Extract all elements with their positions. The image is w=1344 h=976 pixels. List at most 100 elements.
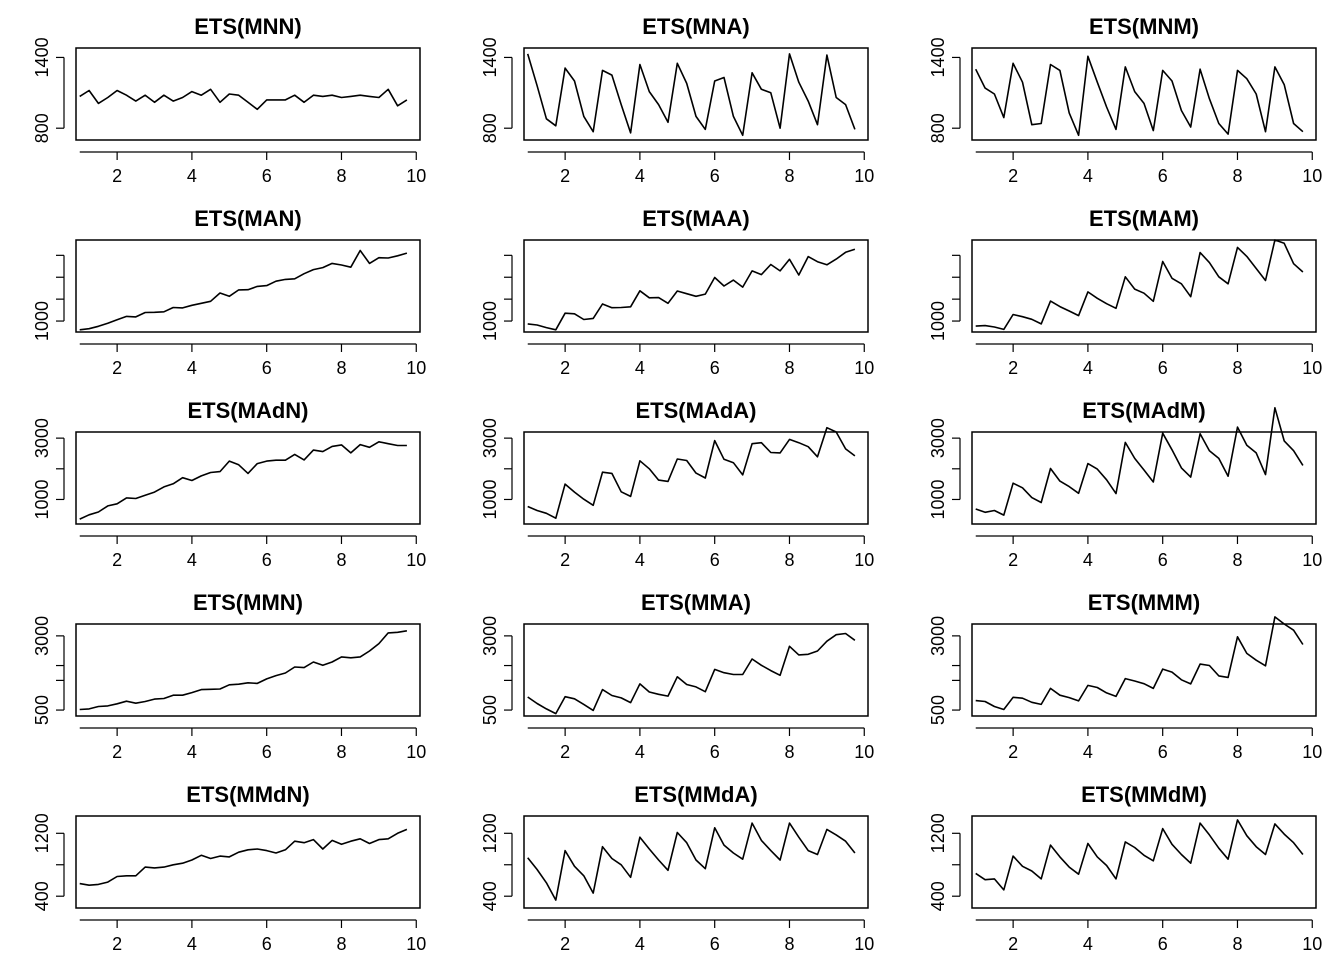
x-tick-label: 8 bbox=[784, 742, 794, 762]
x-tick-label: 4 bbox=[187, 742, 197, 762]
y-tick-label: 500 bbox=[928, 695, 948, 725]
chart-title: ETS(MMN) bbox=[193, 590, 303, 615]
x-tick-label: 10 bbox=[406, 742, 426, 762]
x-tick-label: 10 bbox=[1302, 358, 1322, 378]
plot-frame bbox=[971, 431, 1317, 525]
x-tick-label: 4 bbox=[1083, 550, 1093, 570]
plot-frame bbox=[75, 815, 421, 909]
y-tick-label: 1400 bbox=[32, 37, 52, 77]
x-tick-label: 2 bbox=[560, 358, 570, 378]
chart-svg: ETS(MMdA) 2 4 6 8 10 400 1200 bbox=[480, 782, 874, 954]
chart-svg: ETS(MNM) 2 4 6 8 10 800 1400 bbox=[928, 14, 1322, 186]
y-tick-label: 1000 bbox=[480, 301, 500, 341]
x-tick-label: 8 bbox=[336, 550, 346, 570]
y-tick-label: 800 bbox=[928, 113, 948, 143]
x-tick-label: 6 bbox=[262, 934, 272, 954]
chart-title: ETS(MNM) bbox=[1089, 14, 1199, 39]
y-tick-label: 1200 bbox=[480, 813, 500, 853]
series-line bbox=[974, 55, 1304, 137]
y-tick-label: 1400 bbox=[928, 37, 948, 77]
x-tick-label: 10 bbox=[854, 358, 874, 378]
x-tick-label: 10 bbox=[406, 550, 426, 570]
x-tick-label: 4 bbox=[635, 358, 645, 378]
x-tick-label: 8 bbox=[1232, 934, 1242, 954]
chart-svg: ETS(MAdM) 2 4 6 8 10 1000 3000 bbox=[928, 398, 1322, 570]
chart-panel: ETS(MMM) 2 4 6 8 10 500 3000 bbox=[902, 582, 1336, 784]
y-tick-label: 3000 bbox=[928, 616, 948, 656]
x-tick-label: 2 bbox=[112, 358, 122, 378]
chart-svg: ETS(MAM) 2 4 6 8 10 1000 bbox=[928, 206, 1322, 378]
chart-title: ETS(MAdA) bbox=[636, 398, 757, 423]
x-tick-label: 8 bbox=[336, 358, 346, 378]
chart-panel: ETS(MAN) 2 4 6 8 10 1000 bbox=[6, 198, 440, 400]
series-line bbox=[79, 828, 408, 886]
chart-svg: ETS(MMM) 2 4 6 8 10 500 3000 bbox=[928, 590, 1322, 762]
series-line bbox=[79, 630, 408, 711]
x-tick-label: 6 bbox=[262, 166, 272, 186]
chart-svg: ETS(MAdA) 2 4 6 8 10 1000 3000 bbox=[480, 398, 874, 570]
chart-title: ETS(MMdN) bbox=[186, 782, 309, 807]
plot-frame bbox=[75, 431, 421, 525]
y-tick-label: 1000 bbox=[928, 479, 948, 519]
x-tick-label: 10 bbox=[1302, 934, 1322, 954]
plot-frame bbox=[971, 47, 1317, 141]
x-tick-label: 6 bbox=[1158, 166, 1168, 186]
x-tick-label: 8 bbox=[336, 934, 346, 954]
y-tick-label: 1000 bbox=[32, 479, 52, 519]
y-tick-label: 400 bbox=[32, 881, 52, 911]
x-tick-label: 2 bbox=[560, 550, 570, 570]
y-tick-label: 400 bbox=[928, 881, 948, 911]
series-line bbox=[975, 239, 1304, 331]
chart-title: ETS(MMdA) bbox=[634, 782, 757, 807]
chart-panel: ETS(MAA) 2 4 6 8 10 1000 bbox=[454, 198, 888, 400]
x-tick-label: 2 bbox=[112, 166, 122, 186]
x-tick-label: 4 bbox=[187, 550, 197, 570]
x-tick-label: 8 bbox=[336, 742, 346, 762]
series-line bbox=[975, 819, 1304, 891]
chart-title: ETS(MAN) bbox=[194, 206, 302, 231]
chart-panel: ETS(MMdN) 2 4 6 8 10 400 1200 bbox=[6, 774, 440, 976]
chart-panel: ETS(MAdN) 2 4 6 8 10 1000 3000 bbox=[6, 390, 440, 592]
x-tick-label: 2 bbox=[112, 550, 122, 570]
y-tick-label: 800 bbox=[32, 113, 52, 143]
chart-panel: ETS(MNM) 2 4 6 8 10 800 1400 bbox=[902, 6, 1336, 208]
x-tick-label: 8 bbox=[784, 550, 794, 570]
x-tick-label: 2 bbox=[560, 742, 570, 762]
series-line bbox=[975, 406, 1304, 516]
y-tick-label: 1400 bbox=[480, 37, 500, 77]
x-tick-label: 10 bbox=[1302, 742, 1322, 762]
chart-svg: ETS(MAdN) 2 4 6 8 10 1000 3000 bbox=[32, 398, 426, 570]
plot-frame bbox=[75, 239, 421, 333]
x-tick-label: 10 bbox=[1302, 166, 1322, 186]
y-tick-label: 1000 bbox=[480, 479, 500, 519]
x-tick-label: 6 bbox=[710, 934, 720, 954]
chart-svg: ETS(MNA) 2 4 6 8 10 800 1400 bbox=[480, 14, 874, 186]
x-tick-label: 2 bbox=[1008, 550, 1018, 570]
x-tick-label: 6 bbox=[710, 358, 720, 378]
y-tick-label: 1000 bbox=[32, 301, 52, 341]
x-tick-label: 4 bbox=[635, 550, 645, 570]
x-tick-label: 2 bbox=[1008, 742, 1018, 762]
x-tick-label: 2 bbox=[1008, 166, 1018, 186]
x-tick-label: 8 bbox=[1232, 166, 1242, 186]
series-line bbox=[527, 248, 856, 331]
x-tick-label: 4 bbox=[187, 934, 197, 954]
x-tick-label: 8 bbox=[1232, 742, 1242, 762]
x-tick-label: 4 bbox=[1083, 934, 1093, 954]
plot-frame bbox=[523, 815, 869, 909]
chart-svg: ETS(MAA) 2 4 6 8 10 1000 bbox=[480, 206, 874, 378]
series-line bbox=[79, 88, 408, 111]
x-tick-label: 10 bbox=[1302, 550, 1322, 570]
x-tick-label: 8 bbox=[784, 166, 794, 186]
chart-title: ETS(MNA) bbox=[642, 14, 750, 39]
y-tick-label: 500 bbox=[32, 695, 52, 725]
x-tick-label: 2 bbox=[1008, 934, 1018, 954]
x-tick-label: 4 bbox=[187, 358, 197, 378]
x-tick-label: 6 bbox=[262, 358, 272, 378]
chart-panel: ETS(MAdM) 2 4 6 8 10 1000 3000 bbox=[902, 390, 1336, 592]
series-line bbox=[79, 440, 407, 520]
y-tick-label: 1200 bbox=[928, 813, 948, 853]
series-line bbox=[527, 822, 856, 901]
x-tick-label: 10 bbox=[406, 934, 426, 954]
